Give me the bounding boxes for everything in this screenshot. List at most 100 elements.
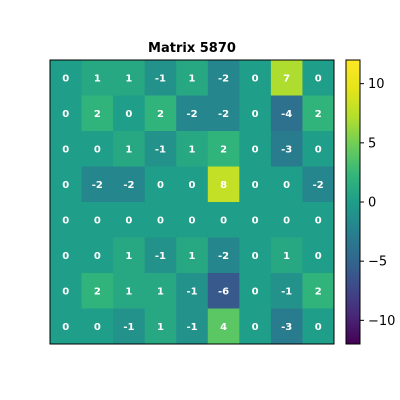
cell-value-label: -1 [155,73,166,84]
heatmap-cell [270,237,303,274]
cell-value-label: 1 [125,286,132,297]
cell-value-label: 0 [125,215,132,226]
heatmap-cell [176,166,209,203]
cell-value-label: 0 [94,251,101,262]
heatmap-cell [176,202,209,238]
cell-value-label: -4 [281,109,292,120]
cell-value-label: 0 [315,251,322,262]
cell-value-label: 1 [157,322,164,333]
heatmap-cell [50,308,83,345]
heatmap-cell [176,131,209,167]
heatmap-cell [270,273,303,309]
colorbar-tick-label: −5 [368,255,387,270]
heatmap-cell [270,166,303,203]
heatmap-cell [81,237,114,274]
cell-value-label: 1 [125,144,132,155]
heatmap-cell [270,131,303,167]
heatmap-cell [239,273,272,309]
heatmap-cell [144,202,177,238]
heatmap-cell [50,237,83,274]
heatmap-cell [207,308,240,345]
heatmap-cell [144,308,177,345]
cell-value-label: 2 [94,109,101,120]
colorbar-tick-label: 10 [368,77,385,92]
heatmap-cell [81,60,114,96]
heatmap-cell [270,95,303,132]
cell-value-label: 0 [157,180,164,191]
cell-value-label: -2 [92,180,103,191]
cell-value-label: 0 [62,215,69,226]
heatmap-cell [144,166,177,203]
heatmap-cell [144,273,177,309]
heatmap-cell [239,60,272,96]
cell-value-label: 0 [62,109,69,120]
cell-value-label: 0 [157,215,164,226]
cell-value-label: 2 [220,144,227,155]
cell-value-label: 0 [94,144,101,155]
heatmap-cell [302,202,335,238]
heatmap-cell [270,60,303,96]
cell-value-label: 0 [62,322,69,333]
cell-value-label: 2 [157,109,164,120]
heatmap-cell [113,308,146,345]
heatmap-cell [270,202,303,238]
heatmap-cell [302,131,335,167]
heatmap-cell [50,166,83,203]
colorbar [345,59,361,345]
cell-value-label: 1 [157,286,164,297]
colorbar-tick-label: −10 [368,314,395,329]
heatmap-cell [207,95,240,132]
heatmap-cell [144,95,177,132]
heatmap-cell [239,202,272,238]
cell-value-label: 1 [189,251,196,262]
heatmap-cell [81,131,114,167]
cell-value-label: 0 [62,286,69,297]
cell-value-label: 0 [252,73,259,84]
heatmap-cell [302,95,335,132]
heatmap-cells: 0 1 1 -1 1 -2 0 7 0 0 2 0 2 -2 -2 0 -4 2 0 0 1 -1 1 2 0 -3 0 0 -2 -2 0… [50,60,335,345]
plot-frame [49,59,335,345]
cell-value-label: -3 [281,322,292,333]
heatmap-cell [81,202,114,238]
cell-value-label: 1 [189,144,196,155]
cell-value-label: 0 [62,251,69,262]
heatmap-cell [113,237,146,274]
cell-value-label: 0 [252,286,259,297]
heatmap-cell [207,60,240,96]
heatmap-cell [50,60,83,96]
heatmap-cell [302,273,335,309]
heatmap-cell [176,273,209,309]
cell-value-label: 1 [125,251,132,262]
cell-value-label: 0 [315,73,322,84]
cell-value-label: 0 [252,215,259,226]
heatmap-cell [144,237,177,274]
cell-value-label: 1 [189,73,196,84]
heatmap-cell [239,166,272,203]
heatmap-cell [302,237,335,274]
cell-value-label: 0 [283,215,290,226]
cell-value-label: 0 [94,215,101,226]
cell-value-label: -3 [281,144,292,155]
cell-value-label: 2 [94,286,101,297]
heatmap-cell [50,131,83,167]
heatmap-cell [302,166,335,203]
cell-value-label: -1 [123,322,134,333]
cell-value-label: -2 [218,73,229,84]
heatmap-cell [50,95,83,132]
heatmap-cell [239,308,272,345]
cell-value-label: -1 [155,144,166,155]
heatmap-cell [81,166,114,203]
cell-value-label: 0 [62,144,69,155]
colorbar-tick-label: 0 [368,196,376,211]
heatmap-cell [270,308,303,345]
cell-value-label: -1 [186,322,197,333]
heatmap-cell [176,95,209,132]
cell-value-label: 0 [62,73,69,84]
cell-value-label: 0 [283,180,290,191]
heatmap-cell [207,166,240,203]
heatmap-cell [207,237,240,274]
cell-value-label: -2 [313,180,324,191]
cell-value-label: 0 [252,109,259,120]
cell-value-label: 0 [125,109,132,120]
